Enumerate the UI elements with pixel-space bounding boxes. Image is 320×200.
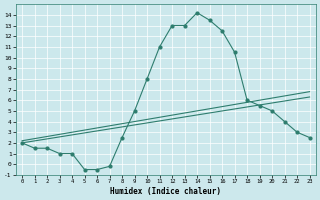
X-axis label: Humidex (Indice chaleur): Humidex (Indice chaleur) <box>110 187 221 196</box>
